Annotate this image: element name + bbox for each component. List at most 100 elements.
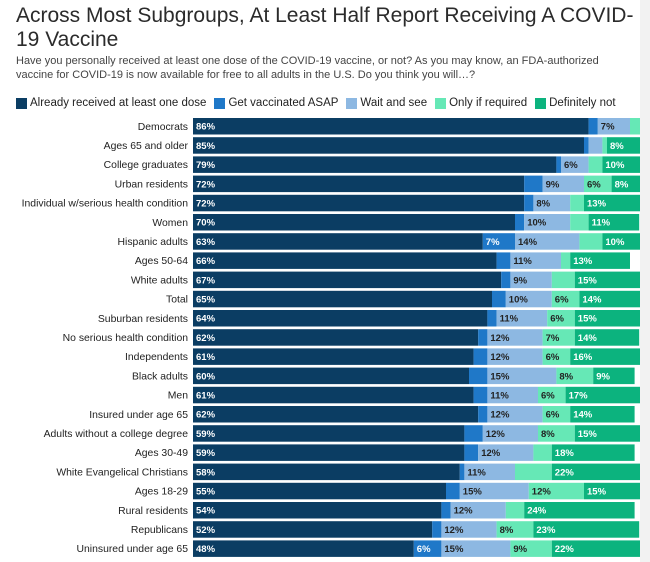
bar-never-men <box>565 386 640 404</box>
bar-already-total <box>193 290 492 308</box>
bar-never-white-evangelical-christians <box>551 463 640 481</box>
bar-asap-black-adults <box>469 367 488 385</box>
data-label-already-adults-without-a-college-degree: 59% <box>196 429 216 440</box>
bar-asap-democrats <box>588 118 598 135</box>
data-label-never-adults-without-a-college-degree: 15% <box>578 429 598 440</box>
bar-required-republicans <box>496 521 534 538</box>
data-label-required-no-serious-health-condition: 7% <box>546 333 560 344</box>
bar-required-suburban-residents <box>547 310 575 327</box>
data-label-never-women: 11% <box>592 218 611 229</box>
data-label-wait-republicans: 12% <box>444 525 464 536</box>
data-label-never-uninsured-under-age-65: 22% <box>555 544 575 555</box>
data-label-wait-suburban-residents: 11% <box>500 314 519 325</box>
data-label-wait-hispanic-adults: 14% <box>518 237 538 248</box>
data-label-never-total: 14% <box>582 294 602 305</box>
bar-wait-rural-residents <box>450 502 506 519</box>
bar-asap-college-graduates <box>556 156 561 173</box>
bar-required-hispanic-adults <box>579 233 603 250</box>
bar-never-independents <box>570 348 640 365</box>
legend-swatch-never <box>535 97 547 109</box>
bar-wait-republicans <box>441 521 497 538</box>
bar-required-democrats <box>630 118 640 135</box>
category-label-college-graduates: College graduates <box>104 160 188 171</box>
bar-required-individual-w-serious-health-condition <box>570 194 584 212</box>
bar-never-insured-under-age-65 <box>570 406 635 423</box>
data-label-never-hispanic-adults: 10% <box>605 237 625 248</box>
data-label-already-urban-residents: 72% <box>196 179 216 190</box>
legend-item-asap: Get vaccinated ASAP <box>214 97 338 109</box>
data-label-required-ages-18-29: 12% <box>532 486 552 497</box>
data-label-required-men: 6% <box>541 390 555 401</box>
bar-already-ages-18-29 <box>193 482 446 500</box>
chart-title: Across Most Subgroups, At Least Half Rep… <box>16 4 634 51</box>
bar-wait-ages-30-49 <box>478 444 534 461</box>
category-label-men: Men <box>168 391 188 402</box>
bar-asap-insured-under-age-65 <box>478 406 488 423</box>
bar-never-women <box>588 214 640 231</box>
bar-asap-suburban-residents <box>487 310 497 327</box>
bar-wait-hispanic-adults <box>515 233 580 250</box>
bar-asap-hispanic-adults <box>482 233 515 250</box>
bar-wait-insured-under-age-65 <box>487 406 543 423</box>
data-label-already-independents: 61% <box>196 352 216 363</box>
bar-wait-ages-18-29 <box>459 482 529 500</box>
bar-never-black-adults <box>593 367 635 385</box>
data-label-already-total: 65% <box>196 294 216 305</box>
bar-never-individual-w-serious-health-condition <box>584 194 640 212</box>
data-label-never-republicans: 23% <box>536 525 556 536</box>
bar-asap-ages-65-and-older <box>584 137 589 154</box>
data-label-already-black-adults: 60% <box>196 371 216 382</box>
category-label-republicans: Republicans <box>131 525 188 536</box>
bar-never-ages-65-and-older <box>607 137 640 154</box>
bar-already-white-evangelical-christians <box>193 463 460 481</box>
bar-required-uninsured-under-age-65 <box>510 540 552 557</box>
bar-asap-republicans <box>432 521 442 538</box>
data-label-already-suburban-residents: 64% <box>196 314 216 325</box>
data-label-already-democrats: 86% <box>196 122 216 133</box>
data-label-never-ages-18-29: 15% <box>587 486 607 497</box>
bar-wait-democrats <box>597 118 630 135</box>
bar-asap-women <box>515 214 525 231</box>
data-label-already-men: 61% <box>196 390 216 401</box>
data-label-never-insured-under-age-65: 14% <box>573 410 593 421</box>
data-label-already-ages-18-29: 55% <box>196 486 216 497</box>
bar-already-urban-residents <box>193 175 525 193</box>
category-label-total: Total <box>166 295 188 306</box>
bar-already-suburban-residents <box>193 310 488 327</box>
scrollbar-track[interactable] <box>640 0 650 562</box>
data-label-wait-women: 10% <box>527 218 547 229</box>
category-label-white-adults: White adults <box>131 275 188 286</box>
data-label-never-independents: 16% <box>573 352 593 363</box>
data-label-never-black-adults: 9% <box>596 371 610 382</box>
category-label-ages-18-29: Ages 18-29 <box>135 487 188 498</box>
bar-never-white-adults <box>574 271 640 289</box>
bar-already-ages-65-and-older <box>193 137 584 154</box>
bar-asap-white-adults <box>501 271 511 289</box>
bar-asap-ages-30-49 <box>464 444 479 461</box>
data-label-already-hispanic-adults: 63% <box>196 237 216 248</box>
data-label-required-republicans: 8% <box>500 525 514 536</box>
bar-already-insured-under-age-65 <box>193 406 479 423</box>
data-label-required-suburban-residents: 6% <box>550 314 564 325</box>
bar-already-individual-w-serious-health-condition <box>193 194 525 212</box>
category-label-ages-50-64: Ages 50-64 <box>135 256 188 267</box>
category-label-ages-65-and-older: Ages 65 and older <box>104 141 189 152</box>
bar-wait-independents <box>487 348 543 365</box>
data-label-never-white-evangelical-christians: 22% <box>555 467 575 478</box>
bar-already-independents <box>193 348 474 365</box>
bar-wait-ages-65-and-older <box>588 137 603 154</box>
bar-required-insured-under-age-65 <box>542 406 571 423</box>
bar-already-rural-residents <box>193 502 442 519</box>
data-label-never-white-adults: 15% <box>578 275 598 286</box>
bar-never-rural-residents <box>524 502 635 519</box>
category-label-democrats: Democrats <box>138 122 188 133</box>
category-label-independents: Independents <box>125 352 188 363</box>
bar-required-ages-65-and-older <box>602 137 607 154</box>
data-label-wait-adults-without-a-college-degree: 12% <box>486 429 506 440</box>
data-label-never-rural-residents: 24% <box>527 506 547 517</box>
data-label-already-insured-under-age-65: 62% <box>196 410 216 421</box>
data-label-wait-uninsured-under-age-65: 15% <box>444 544 464 555</box>
bar-wait-college-graduates <box>561 156 589 173</box>
bar-already-adults-without-a-college-degree <box>193 425 465 442</box>
